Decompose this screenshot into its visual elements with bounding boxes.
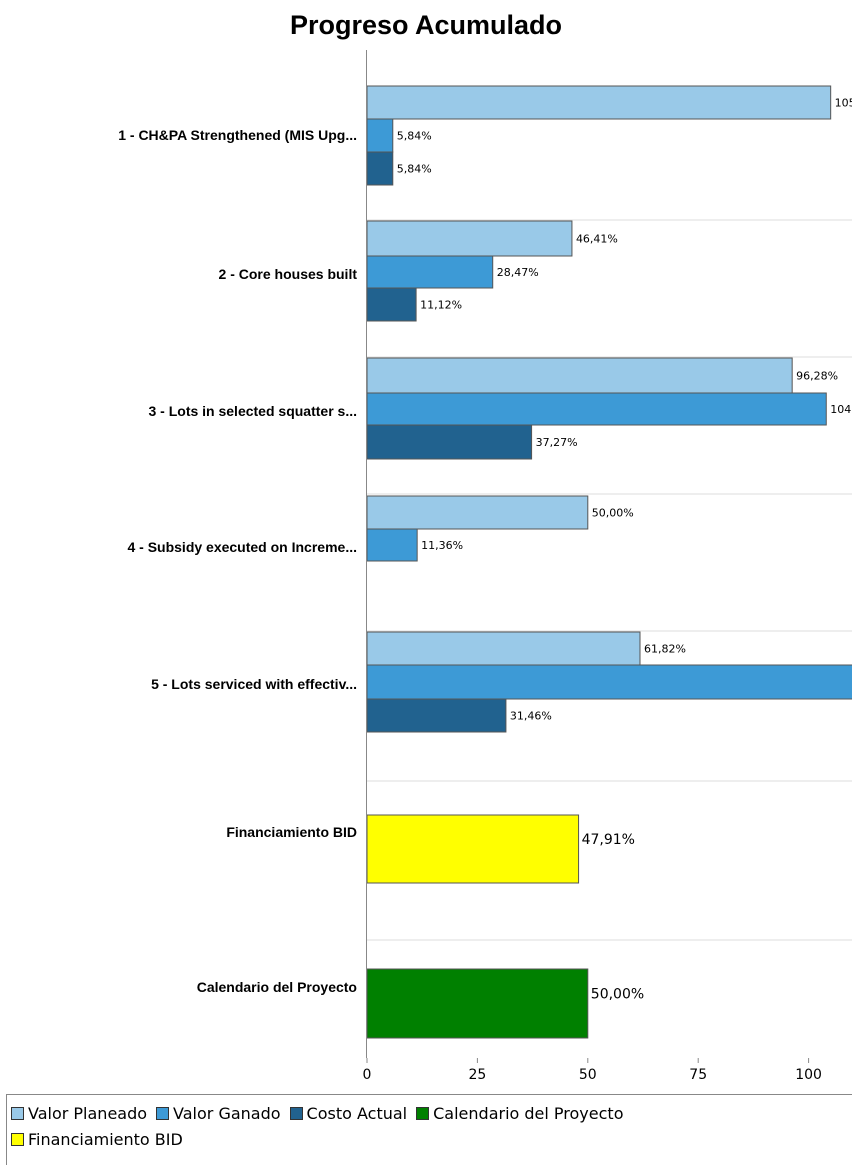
category-label: Financiamiento BID [226,824,357,840]
legend-label: Valor Ganado [173,1103,281,1123]
bar-valor-ganado [366,255,494,289]
data-label: 28,47% [497,266,539,279]
chart-title: Progreso Acumulado [289,10,563,40]
legend-label: Valor Planeado [28,1103,148,1123]
data-label: 50,00% [592,507,634,520]
data-label: 46,41% [576,233,618,246]
data-label: 50,00% [591,987,644,1003]
grid-lines [367,219,852,941]
bar-costo-actual [366,698,507,733]
category-label: 5 - Lots serviced with effectiv... [151,676,357,692]
category-label: Calendario del Proyecto [197,979,357,995]
legend-item: Valor Ganado [156,1100,281,1126]
legend: Valor Planeado Valor Ganado Costo Actual Ca… [6,1094,852,1165]
bar-valor-planeado [366,85,832,120]
bar-costo-actual [366,151,394,186]
category-label: 3 - Lots in selected squatter s... [148,403,357,419]
bar-valor-planeado [366,220,573,257]
bar-costo-actual [366,424,533,460]
bar-chart: 105 5,84% 5,84% 46,41% 28,47% 11,12% 96,28% 104… [118,50,852,1083]
legend-swatch [156,1106,170,1120]
data-label: 37,27% [536,436,578,449]
legend-swatch [11,1106,24,1120]
value-labels: 105 5,84% 5,84% 46,41% 28,47% 11,12% 96,28% 104… [397,97,852,1003]
category-label: 4 - Subsidy executed on Increme... [127,539,357,555]
x-tick-label: 75 [689,1067,707,1083]
legend-item: Valor Planeado [11,1100,147,1126]
data-label: 61,82% [644,643,686,656]
legend-item: Costo Actual [289,1100,408,1126]
data-label: 104 [830,403,851,416]
category-label: 1 - CH&PA Strengthened (MIS Upg... [118,127,357,143]
bar-valor-planeado [366,495,589,530]
legend-label: Calendario del Proyecto [433,1103,624,1123]
legend-label: Costo Actual [306,1103,408,1123]
data-label: 96,28% [796,370,838,383]
x-tick-label: 100 [795,1067,822,1083]
data-label: 5,84% [397,163,432,176]
bar-valor-ganado [366,528,418,562]
legend-item: Calendario del Proyecto [416,1100,623,1126]
x-axis: 0 25 50 75 100 [363,50,822,1083]
data-label: 11,36% [421,539,463,552]
data-label: 47,91% [582,832,635,848]
bar-calendario-del-proyecto [366,968,589,1039]
data-label: 5,84% [397,130,432,143]
legend-swatch [11,1132,24,1146]
bar-costo-actual [366,287,417,322]
bar-valor-planeado [366,357,793,394]
data-label: 31,46% [510,710,552,723]
bar-valor-ganado [366,118,394,153]
legend-swatch [416,1106,430,1120]
legend-label: Financiamiento BID [28,1129,183,1149]
x-tick-label: 50 [579,1067,597,1083]
bar-valor-ganado [366,392,827,426]
legend-item: Financiamiento BID [11,1126,183,1152]
data-label: 105 [835,97,852,110]
bar-valor-planeado [366,631,641,666]
bar-valor-ganado [366,664,852,700]
x-tick-label: 25 [468,1067,486,1083]
bars [366,85,852,1039]
category-label: 2 - Core houses built [219,266,358,282]
bar-financiamiento-bid [366,814,580,884]
data-label: 11,12% [420,299,462,312]
legend-swatch [289,1106,303,1120]
x-tick-label: 0 [363,1067,372,1083]
category-labels: 1 - CH&PA Strengthened (MIS Upg... 2 - Co… [118,127,357,995]
